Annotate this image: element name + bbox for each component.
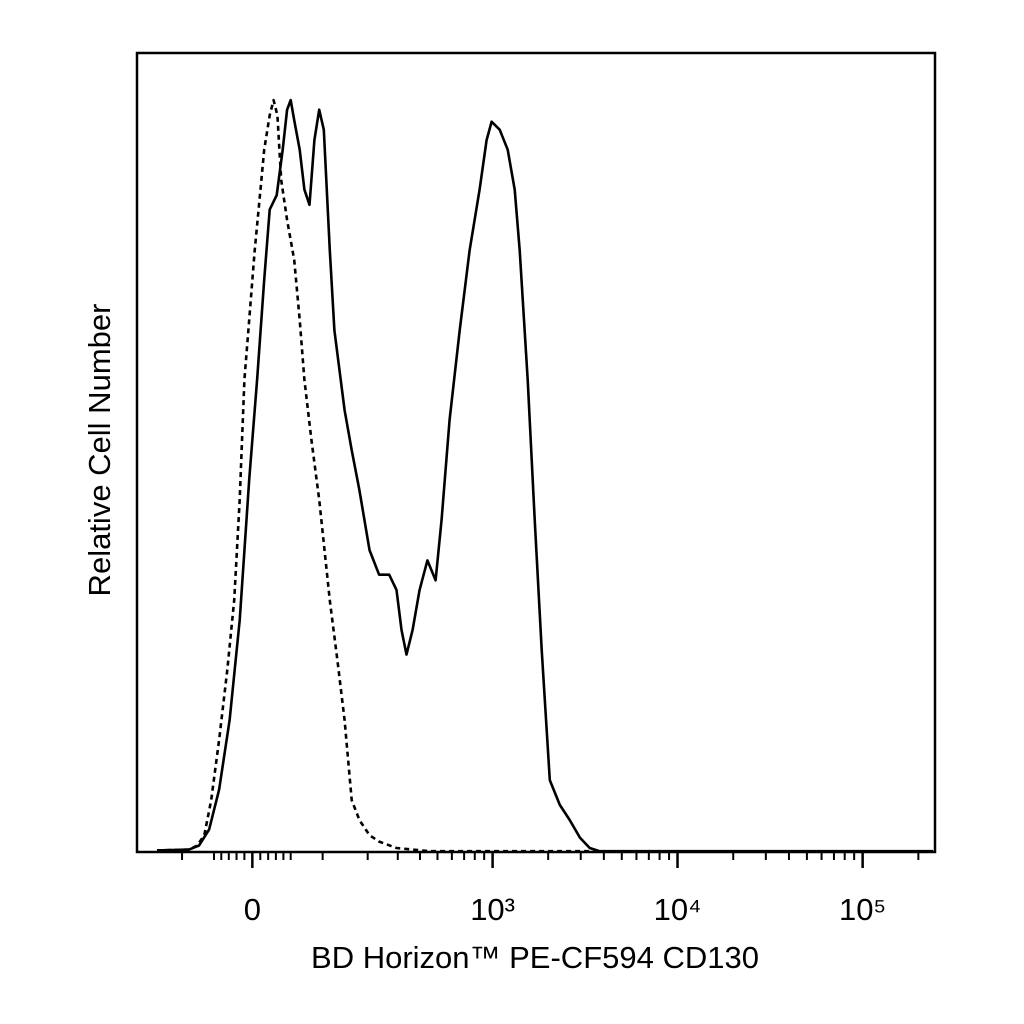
- y-axis-title: Relative Cell Number: [82, 304, 117, 597]
- x-tick-label: 10⁵: [839, 892, 886, 927]
- histogram-line: [156, 98, 933, 853]
- histogram-line: [156, 98, 600, 853]
- x-tick-label: 10⁴: [654, 892, 702, 927]
- plot-frame: [135, 51, 937, 854]
- x-axis-title: BD Horizon™ PE-CF594 CD130: [311, 940, 759, 975]
- x-tick-label: 0: [244, 892, 261, 927]
- x-tick-label: 10³: [470, 892, 515, 927]
